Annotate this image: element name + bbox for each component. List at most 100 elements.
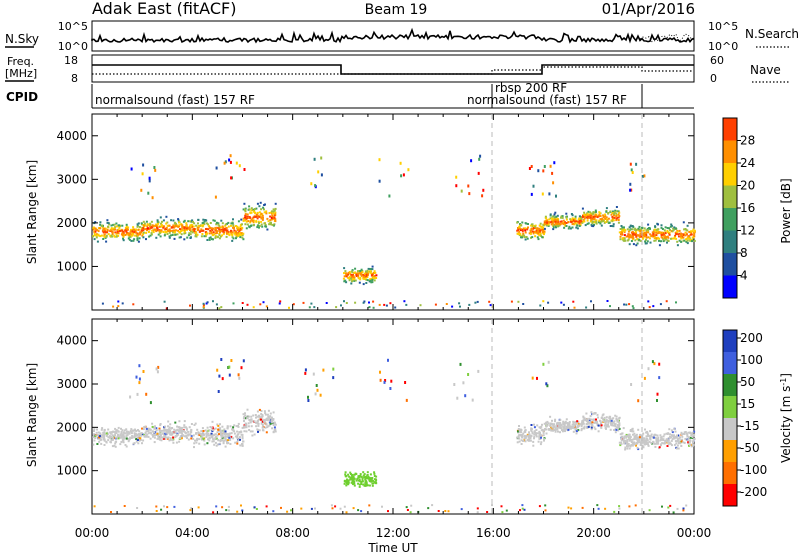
velocity-echo-cell <box>662 438 665 441</box>
power-echo-cell <box>124 229 127 232</box>
velocity-echo-cell <box>366 474 369 477</box>
power-echo-cell <box>262 206 265 209</box>
velocity-echo-cell <box>520 443 523 445</box>
power-echo-cell <box>692 236 695 239</box>
velocity-echo-cell <box>135 430 138 432</box>
power-echo-cell <box>658 231 661 234</box>
power-echo-cell <box>638 234 641 237</box>
power-echo-cell <box>631 231 634 234</box>
power-echo-cell <box>353 276 356 279</box>
velocity-echo-cell <box>203 443 206 446</box>
power-ground-cell <box>385 304 388 307</box>
velocity-echo-cell <box>138 435 141 438</box>
velocity-ground-cell <box>155 510 158 512</box>
power-ground-cell <box>474 301 477 304</box>
velocity-echo-cell <box>209 434 212 437</box>
velocity-echo-cell <box>257 418 260 421</box>
velocity-echo-cell <box>114 432 117 435</box>
power-echo-cell <box>156 220 159 223</box>
velocity-colorbar-tick-label: -50 <box>740 441 760 455</box>
velocity-echo-cell <box>618 424 621 427</box>
power-echo-cell <box>218 237 221 240</box>
velocity-echo-cell <box>205 436 208 438</box>
power-echo-cell <box>688 237 691 240</box>
velocity-echo-cell <box>193 442 196 445</box>
power-echo-cell <box>605 216 608 219</box>
velocity-echo-cell <box>93 430 95 432</box>
velocity-sparse-cell <box>653 362 656 366</box>
velocity-sparse-cell <box>217 390 220 393</box>
power-echo-cell <box>117 232 120 235</box>
velocity-echo-cell <box>228 432 231 435</box>
power-echo-cell <box>346 274 349 277</box>
velocity-echo-cell <box>237 422 240 425</box>
power-echo-cell <box>237 232 240 235</box>
velocity-echo-cell <box>518 440 521 443</box>
velocity-sparse-cell <box>157 365 160 369</box>
power-echo-cell <box>192 220 194 223</box>
velocity-panel-frame <box>91 318 695 515</box>
velocity-echo-cell <box>617 425 620 428</box>
velocity-echo-cell <box>127 432 130 435</box>
velocity-echo-cell <box>103 444 106 446</box>
power-echo-cell <box>230 222 233 225</box>
power-echo-cell <box>638 228 641 231</box>
power-echo-cell <box>517 229 520 232</box>
power-echo-cell <box>592 211 595 214</box>
velocity-echo-cell <box>533 435 536 438</box>
power-echo-cell <box>611 220 614 223</box>
velocity-echo-cell <box>516 441 519 444</box>
nsearch-trace <box>639 33 695 43</box>
velocity-echo-cell <box>185 435 188 438</box>
power-sparse-cell <box>320 173 323 177</box>
velocity-echo-cell <box>211 440 214 443</box>
power-echo-cell <box>628 233 631 236</box>
velocity-echo-cell <box>222 440 225 443</box>
power-echo-cell <box>137 228 140 231</box>
velocity-echo-cell <box>568 421 571 423</box>
velocity-echo-cell <box>662 435 665 438</box>
power-echo-cell <box>353 278 356 281</box>
velocity-echo-cell <box>257 424 260 427</box>
velocity-echo-cell <box>692 439 695 442</box>
velocity-ground-cell <box>544 504 547 507</box>
power-sparse-cell <box>140 188 143 192</box>
power-echo-cell <box>220 219 223 222</box>
velocity-echo-cell <box>198 438 201 441</box>
power-echo-cell <box>270 216 273 219</box>
power-echo-cell <box>232 218 234 221</box>
velocity-sparse-cell <box>227 366 230 369</box>
velocity-echo-cell <box>268 421 271 424</box>
power-echo-cell <box>542 224 545 227</box>
power-echo-cell <box>658 239 660 242</box>
power-echo-cell <box>359 276 362 279</box>
power-echo-cell <box>187 220 190 223</box>
velocity-echo-cell <box>114 445 117 448</box>
power-echo-cell <box>534 235 537 238</box>
power-ground-cell <box>547 301 550 304</box>
power-echo-cell <box>678 235 680 238</box>
power-echo-cell <box>653 239 656 242</box>
velocity-echo-cell <box>365 481 368 484</box>
velocity-echo-cell <box>533 437 535 440</box>
power-ground-cell <box>278 302 281 305</box>
power-echo-cell <box>267 220 270 223</box>
velocity-echo-cell <box>540 425 543 428</box>
velocity-echo-cell <box>167 431 170 434</box>
power-echo-cell <box>274 218 277 221</box>
velocity-echoes <box>92 358 696 514</box>
power-echo-cell <box>607 217 610 220</box>
power-echo-cell <box>639 229 642 232</box>
power-echo-cell <box>535 232 538 235</box>
power-echo-cell <box>345 273 348 276</box>
velocity-echo-cell <box>97 437 100 440</box>
velocity-ground-cell <box>93 505 96 508</box>
power-echo-cell <box>693 230 696 233</box>
velocity-echo-cell <box>116 435 119 437</box>
power-echo-cell <box>182 220 185 223</box>
velocity-echo-cell <box>347 481 350 484</box>
velocity-echo-cell <box>568 422 571 425</box>
velocity-echo-cell <box>219 429 222 431</box>
velocity-echo-cell <box>557 426 560 429</box>
power-echo-cell <box>365 273 368 276</box>
